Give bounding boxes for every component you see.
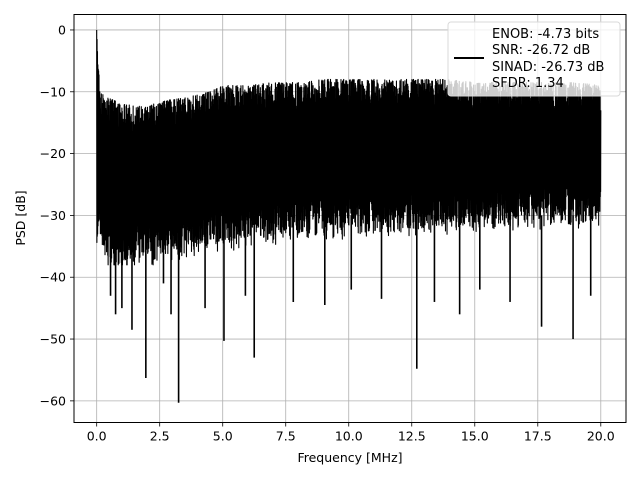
x-tick-label: 2.5 [150, 429, 170, 444]
y-axis-ticks: 0 −10 −20 −30 −40 −50 −60 [40, 22, 74, 408]
legend-entry-snr: SNR: -26.72 dB [492, 43, 590, 58]
y-axis-label: PSD [dB] [13, 190, 28, 245]
x-tick-label: 10.0 [335, 429, 363, 444]
x-tick-label: 5.0 [213, 429, 233, 444]
x-axis-ticks: 0.0 2.5 5.0 7.5 10.0 12.5 15.0 17.5 20.0 [87, 422, 615, 444]
y-tick-label: −20 [40, 146, 66, 161]
x-tick-label: 0.0 [87, 429, 107, 444]
x-tick-label: 7.5 [276, 429, 296, 444]
legend: ENOB: -4.73 bits SNR: -26.72 dB SINAD: -… [447, 21, 621, 97]
legend-entry-enob: ENOB: -4.73 bits [492, 27, 599, 42]
legend-box [447, 21, 621, 97]
y-tick-label: −10 [40, 84, 66, 99]
plot-area [96, 29, 602, 403]
axes-frame [73, 14, 627, 423]
x-tick-label: 20.0 [587, 429, 615, 444]
psd-series-line [96, 29, 602, 266]
y-tick-label: 0 [58, 22, 66, 37]
y-tick-label: −40 [40, 270, 66, 285]
x-tick-label: 12.5 [398, 429, 426, 444]
x-tick-label: 17.5 [524, 429, 552, 444]
y-tick-label: −30 [40, 208, 66, 223]
y-tick-label: −60 [40, 393, 66, 408]
y-tick-label: −50 [40, 332, 66, 347]
legend-entry-sfdr: SFDR: 1.34 [492, 76, 564, 91]
x-axis-label: Frequency [MHz] [297, 450, 402, 465]
legend-entry-sinad: SINAD: -26.73 dB [492, 60, 604, 75]
x-tick-label: 15.0 [461, 429, 489, 444]
